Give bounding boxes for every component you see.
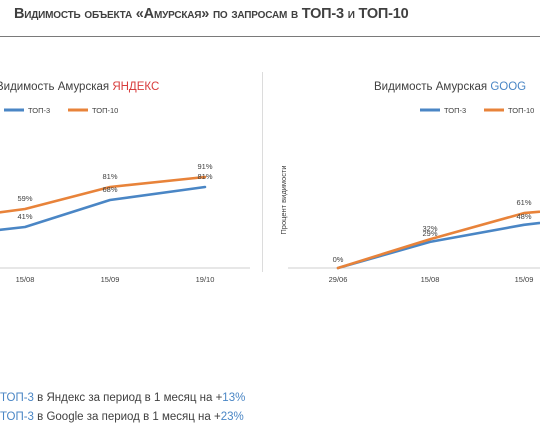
- series-line-top10: [0, 175, 207, 214]
- data-label: 41%: [17, 212, 32, 221]
- x-tick-label: 19/10: [196, 275, 215, 284]
- series-line-top3: [336, 221, 540, 270]
- chart-title: Видимость Амурская ЯНДЕКС: [0, 81, 159, 93]
- chart-title-brand: GOOG: [490, 81, 526, 93]
- page-title: Видимость объекта «Амурская» по запросам…: [14, 6, 409, 22]
- x-tick-label: 15/09: [515, 275, 534, 284]
- x-tick-label: 15/09: [101, 275, 120, 284]
- note-yandex-text: в Яндекс за период в 1 месяц на +: [33, 392, 223, 404]
- data-label: 81%: [197, 172, 212, 181]
- title-underline: [0, 36, 540, 37]
- x-tick-label: 29/06: [329, 275, 348, 284]
- y-axis-label: Процент видимости: [279, 165, 288, 234]
- legend-label-top10: ТОП-10: [92, 106, 118, 115]
- note-google-text: в Google за период в 1 месяц на +: [33, 411, 221, 423]
- x-tick-label: 15/08: [16, 275, 35, 284]
- yandex-visibility-chart: Видимость Амурская ЯНДЕКС ТОП-3 ТОП-10 15/0…: [0, 81, 250, 284]
- series-line-top10: [336, 210, 540, 270]
- note-yandex-value: 13%: [222, 392, 246, 404]
- chart-title: Видимость Амурская GOOG: [374, 81, 526, 93]
- google-visibility-chart: Видимость Амурская GOOG ТОП-3 ТОП-10 Процен…: [279, 81, 540, 284]
- note-yandex: ТОП-3 в Яндекс за период в 1 месяц на +1…: [0, 392, 245, 404]
- data-label: 61%: [516, 198, 531, 207]
- legend-label-top10: ТОП-10: [508, 106, 534, 115]
- note-google: ТОП-3 в Google за период в 1 месяц на +2…: [0, 411, 244, 423]
- legend-label-top3: ТОП-3: [28, 106, 50, 115]
- note-google-prefix: ТОП-3: [0, 411, 34, 423]
- page-title-text: Видимость объекта «Амурская» по запросам…: [14, 6, 409, 22]
- note-google-value: 23%: [220, 411, 244, 423]
- data-label: 0%: [333, 255, 344, 264]
- chart-title-prefix: Видимость Амурская: [374, 81, 490, 93]
- note-yandex-prefix: ТОП-3: [0, 392, 34, 404]
- series-line-top3: [0, 185, 207, 232]
- chart-divider: [262, 72, 263, 272]
- data-label: 32%: [422, 224, 437, 233]
- chart-title-prefix: Видимость Амурская: [0, 81, 112, 93]
- data-label: 48%: [516, 212, 531, 221]
- data-label: 29%: [422, 229, 437, 238]
- data-label: 91%: [197, 162, 212, 171]
- data-label: 59%: [17, 194, 32, 203]
- x-tick-label: 15/08: [421, 275, 440, 284]
- data-label: 81%: [102, 172, 117, 181]
- chart-title-brand: ЯНДЕКС: [112, 81, 159, 93]
- legend-label-top3: ТОП-3: [444, 106, 466, 115]
- data-label: 68%: [102, 185, 117, 194]
